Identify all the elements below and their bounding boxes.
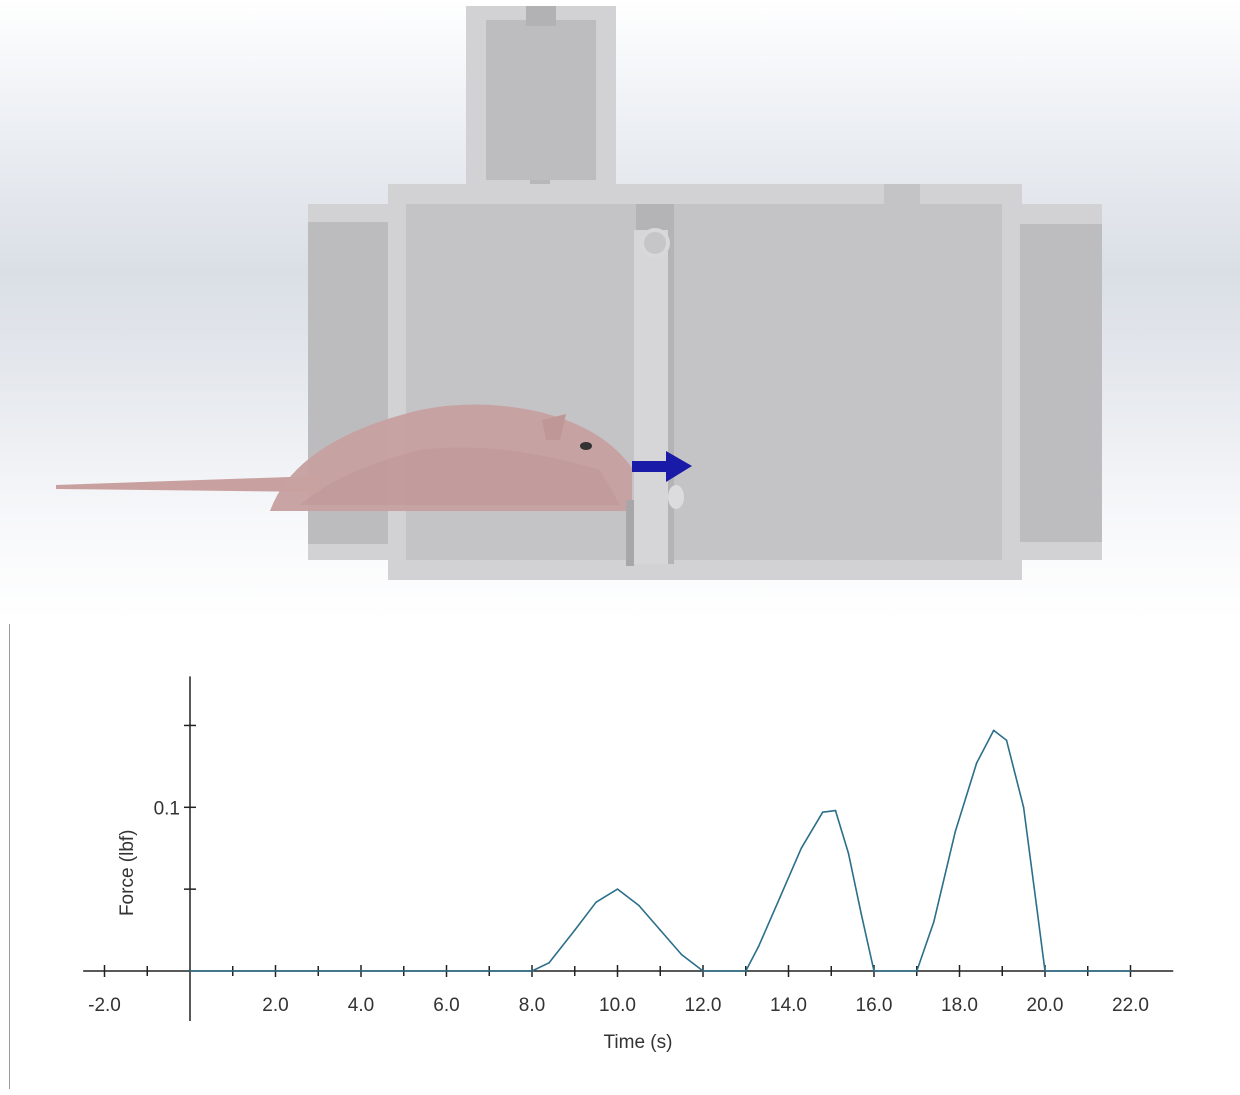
data-point	[702, 970, 704, 972]
body-top-bump	[884, 184, 920, 206]
data-point	[680, 953, 683, 956]
data-point	[1044, 970, 1046, 972]
data-point	[821, 811, 824, 814]
force-graph-panel: 0.1 -2.0 2.0 4.0 6.0 8.0 10.0 12.0 14.0 16.0 18.0…	[0, 620, 1240, 1095]
rat-tail	[56, 476, 322, 492]
valve-stem	[526, 6, 556, 26]
rat-ear	[542, 414, 566, 440]
trap-model	[56, 6, 1102, 580]
pivot-pin	[640, 228, 670, 258]
x-tick-label: 2.0	[262, 995, 288, 1016]
x-tick-label: 12.0	[685, 995, 722, 1016]
data-point	[1035, 904, 1038, 907]
panel-border	[9, 624, 10, 1089]
data-point	[1022, 806, 1025, 809]
data-point	[744, 970, 747, 972]
y-axis: 0.1	[154, 676, 196, 1021]
data-point	[531, 970, 533, 972]
data-point	[1005, 739, 1008, 741]
flap	[634, 230, 668, 564]
data-point	[992, 729, 995, 732]
x-tick-label: 20.0	[1027, 995, 1064, 1016]
data-point	[954, 831, 957, 833]
data-point	[638, 904, 640, 907]
rat-body	[270, 404, 632, 511]
x-axis-title: Time (s)	[604, 1032, 673, 1053]
x-tick-label: 22.0	[1112, 995, 1149, 1016]
series-line	[190, 729, 1131, 972]
x-tick-label: 14.0	[770, 995, 807, 1016]
x-tick-label: 18.0	[941, 995, 978, 1016]
x-tick-label: 8.0	[519, 995, 545, 1016]
3d-viewport[interactable]	[0, 0, 1240, 620]
x-tick-label: 6.0	[433, 995, 459, 1016]
data-point	[595, 901, 597, 904]
data-point	[573, 929, 576, 931]
data-point	[659, 929, 662, 931]
data-point	[1129, 970, 1132, 972]
flap-rod	[626, 500, 634, 566]
x-tick-label: 16.0	[856, 995, 893, 1016]
data-point	[933, 921, 935, 923]
data-point	[834, 809, 837, 812]
x-tick-label: 10.0	[599, 995, 636, 1016]
y-tick-label: 0.1	[154, 798, 180, 819]
data-point	[975, 762, 978, 764]
data-point	[860, 912, 862, 915]
y-axis-title: Force (lbf)	[117, 829, 138, 916]
rat-shading	[300, 447, 620, 505]
right-flange	[1020, 224, 1102, 542]
series-layer	[189, 729, 1132, 972]
x-tick-label: -2.0	[88, 995, 121, 1016]
data-point	[548, 962, 550, 964]
force-arrow-head	[666, 451, 692, 482]
x-axis: -2.0 2.0 4.0 6.0 8.0 10.0 12.0 14.0 16.0 18.0 20.0…	[83, 965, 1174, 1016]
data-point	[779, 896, 781, 899]
x-tick-label: 4.0	[348, 995, 374, 1016]
data-point	[189, 970, 191, 972]
data-point	[757, 945, 760, 948]
rat-eye	[580, 442, 592, 450]
data-point	[873, 970, 875, 972]
data-point	[616, 888, 619, 890]
force-time-chart: 0.1 -2.0 2.0 4.0 6.0 8.0 10.0 12.0 14.0 16.0 18.0…	[83, 676, 1174, 1053]
data-point	[915, 970, 918, 972]
valve-housing	[486, 20, 596, 180]
data-point	[847, 852, 850, 854]
data-point	[800, 847, 803, 850]
force-arrow-shaft	[632, 461, 668, 472]
flap-latch	[668, 485, 684, 509]
